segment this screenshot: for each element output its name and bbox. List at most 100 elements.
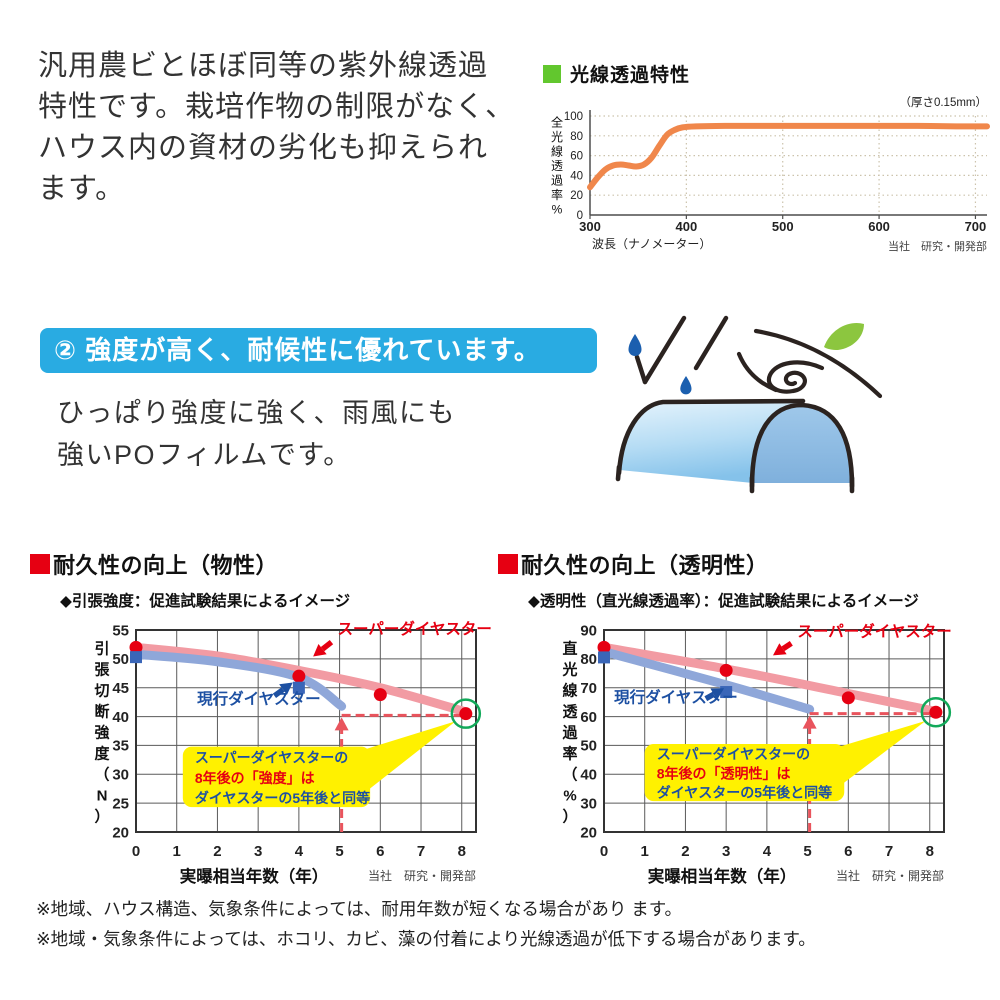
data-point [292,669,306,683]
strength-line: ひっぱり強度に強く、雨風にも [57,398,456,428]
y-tick-label: 20 [570,190,583,202]
x-tick-label: 4 [763,843,772,860]
y-tick-label: 25 [112,795,129,812]
y-axis-label-char: 光 [551,130,563,144]
greenhouse-tunnel [615,398,855,494]
series-label: スーパーダイヤスター [338,619,492,638]
x-axis-label: 実曝相当年数（年） [648,866,797,886]
callout-box [182,746,371,808]
strength-paragraph: ひっぱり強度に強く、雨風にも 強いPOフィルムです。 [57,392,456,476]
series-bands [587,122,990,191]
dashed-guide [334,713,466,832]
x-tick-label: 600 [868,219,890,234]
red-square-icon [498,554,518,574]
green-square-icon [543,64,561,83]
rain-drop-icon [680,376,692,395]
callout-line: スーパーダイヤスターの [657,746,810,762]
y-tick-label: 50 [112,651,129,668]
tunnel-front-arch [753,406,851,483]
y-axis-label-char: N [97,787,108,804]
x-tick-label: 2 [681,843,689,860]
intro-line: 特性です。栽培作物の制限がなく、 [38,91,516,123]
y-tick-label: 80 [570,131,583,143]
data-point [129,640,143,654]
y-tick-label: 55 [112,622,129,639]
x-tick-label: 1 [641,843,649,860]
data-point [719,663,733,677]
callout-line: ダイヤスターの5年後と同等 [657,784,832,800]
durability-strength-title: 耐久性の向上（物性） [53,553,279,578]
x-tick-label: 700 [965,219,987,234]
data-point [597,640,611,654]
x-tick-label: 6 [844,843,852,860]
series-bands [599,642,941,716]
data-point [292,681,305,694]
y-axis-label-char: 断 [94,702,109,720]
y-axis-label-char: % [552,202,563,216]
x-tick-label: 400 [676,219,698,234]
y-tick-label: 0 [577,210,583,222]
x-tick-label: 7 [885,843,893,860]
transparency-chart: スーパーダイヤスターの8年後の「透明性」はダイヤスターの5年後と同等スーパーダイ… [561,621,952,886]
y-tick-label: 45 [112,680,129,697]
greenhouse-illustration [615,315,883,494]
strength-line: 強いPOフィルムです。 [57,440,352,470]
strength-chart: スーパーダイヤスターの8年後の「強度」はダイヤスターの5年後と同等スーパーダイヤ… [94,619,492,886]
highlight-circle [920,696,952,728]
callout-box [644,743,845,802]
y-tick-label: 100 [564,111,583,123]
y-tick-label: 90 [580,622,597,639]
y-axis-label-char: 引 [94,640,109,657]
y-axis-label-char: ） [562,807,577,825]
y-axis-label-char: 過 [561,724,578,741]
y-tick-label: 80 [580,651,597,668]
x-tick-label: 5 [803,843,811,860]
y-axis-label-char: 率 [551,187,563,202]
x-tick-label: 8 [926,843,934,860]
y-tick-label: 70 [580,680,597,697]
y-axis-label-char: ） [94,807,109,825]
y-axis-label-char: （ [94,765,109,783]
intro-text: 汎用農ビとほぼ同等の紫外線透過 特性です。栽培作物の制限がなく、 ハウス内の資材… [38,46,538,210]
callout-wedge [364,721,456,794]
durability-strength-subtitle: ◆引張強度：促進試験結果によるイメージ [60,593,351,610]
y-tick-label: 20 [580,824,597,841]
x-tick-label: 3 [722,843,730,860]
rain-drop-icon [628,334,642,356]
x-tick-label: 6 [376,843,384,860]
x-tick-label: 7 [417,843,425,860]
intro-line: ます。 [38,173,126,205]
series-label: 現行ダイヤスター [614,688,738,707]
y-tick-label: 40 [112,709,129,726]
light-section-title: 光線透過特性 [570,65,691,86]
leaf-icon [824,322,864,350]
light-transmission-section: 光線透過特性 0 20 40 60 80 100 300 400 500 600 700 全光線透過率… [543,60,1000,256]
series-label: 現行ダイヤスター [197,689,321,708]
x-tick-label: 1 [173,843,181,860]
data-point [929,705,943,719]
y-axis-label-char: 透 [562,703,578,720]
series-label: スーパーダイヤスター [797,621,951,640]
y-tick-label: 35 [112,738,129,755]
x-tick-label: 300 [579,219,601,234]
x-tick-label: 5 [335,843,343,860]
y-tick-label: 60 [580,709,597,726]
durability-strength-header: 耐久性の向上（物性） [30,548,502,580]
x-tick-label: 4 [295,843,304,860]
durability-transparency-subtitle: ◆透明性（直光線透過率）：促進試験結果によるイメージ [528,593,919,610]
x-axis-label: 実曝相当年数（年） [180,866,329,886]
y-axis-label-char: 透 [551,159,563,173]
red-square-icon [30,554,50,574]
callout-line: 8年後の「強度」は [195,770,315,786]
y-axis-label-char: 光 [561,660,577,678]
y-axis-label-char: % [563,787,576,804]
x-tick-label: 8 [458,843,466,860]
y-axis-label-char: 度 [94,744,110,762]
rain-icon [634,315,729,385]
y-axis-label-char: 張 [94,661,110,678]
callout-wedge [838,720,926,788]
data-point [459,707,473,721]
footnotes: ※地域、ハウス構造、気象条件によっては、耐用年数が短くなる場合があり ます。 ※… [36,894,986,954]
